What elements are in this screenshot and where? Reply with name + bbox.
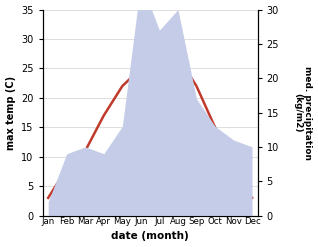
Y-axis label: max temp (C): max temp (C) xyxy=(5,76,16,150)
Y-axis label: med. precipitation
(kg/m2): med. precipitation (kg/m2) xyxy=(293,65,313,160)
X-axis label: date (month): date (month) xyxy=(111,231,189,242)
